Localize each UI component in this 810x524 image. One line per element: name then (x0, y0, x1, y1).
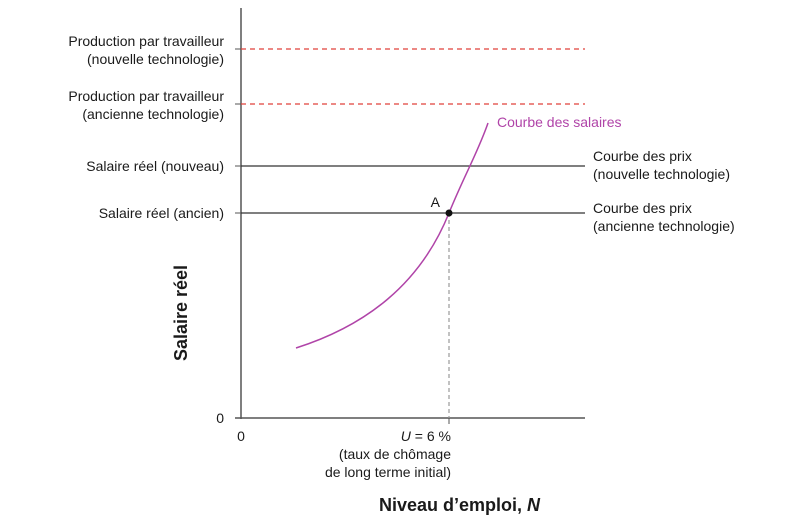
prod-old-label: Production par travailleur (68, 88, 224, 104)
unemployment-marker: U = 6 % (401, 428, 451, 444)
prod-new-label: Production par travailleur (68, 33, 224, 49)
unemployment-note: (taux de chômage (339, 446, 451, 462)
price-old-label-sub: (ancienne technologie) (593, 218, 735, 234)
wage-curve (295, 122, 489, 349)
wage-old-label: Salaire réel (ancien) (99, 205, 224, 221)
point-a (445, 209, 453, 217)
y-axis-title: Salaire réel (171, 265, 191, 361)
unemployment-value: = 6 % (411, 428, 451, 444)
point-a-label: A (431, 194, 441, 210)
wage-curve-label: Courbe des salaires (497, 114, 622, 130)
y-zero-label: 0 (216, 410, 224, 426)
price-new-label: Courbe des prix (593, 148, 692, 164)
price-new-label-sub: (nouvelle technologie) (593, 166, 730, 182)
prod-new-label-sub: (nouvelle technologie) (87, 51, 224, 67)
x-zero-label: 0 (237, 428, 245, 444)
wage-new-label: Salaire réel (nouveau) (86, 158, 224, 174)
unemployment-note-sub: de long terme initial) (325, 464, 451, 480)
x-axis-title-var: N (527, 495, 541, 515)
unemployment-var: U (401, 428, 412, 444)
price-old-label: Courbe des prix (593, 200, 692, 216)
x-axis-title: Niveau d’emploi, N (379, 495, 541, 515)
x-axis-title-text: Niveau d’emploi, (379, 495, 527, 515)
prod-old-label-sub: (ancienne technologie) (82, 106, 224, 122)
